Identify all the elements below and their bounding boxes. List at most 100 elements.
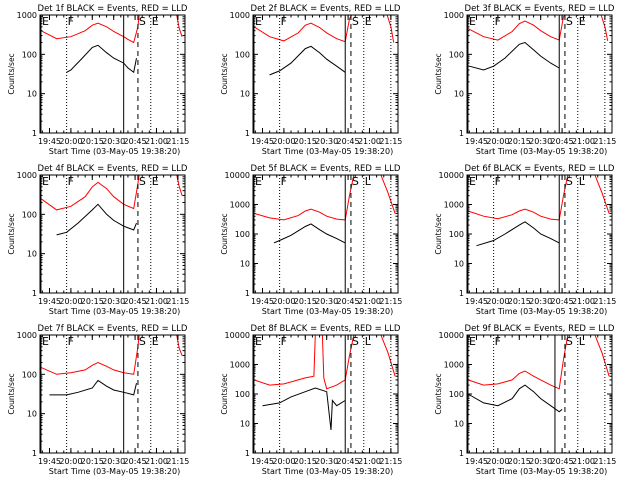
x-axis-label: Start Time (03-May-05 19:38:20)	[262, 147, 393, 156]
lld-series-line	[467, 175, 569, 221]
y-tick-label: 1	[32, 289, 37, 298]
events-series-line	[262, 387, 346, 431]
detector-panel: E F S E110100100019:4520:0020:1520:3020:452…	[7, 324, 189, 476]
plot-frame	[39, 334, 186, 454]
lld-series-line	[176, 175, 183, 196]
vertical-marker-label: S	[352, 175, 359, 188]
vertical-marker-label: E	[255, 15, 262, 28]
x-tick-label: 20:00	[486, 137, 509, 146]
lld-series-line	[594, 175, 610, 214]
detector-panel: E F S L11010010001000019:4520:0020:1520:302…	[220, 324, 402, 476]
panel-title: Det 2f BLACK = Events, RED = LLD	[251, 4, 401, 14]
vertical-marker-label: F	[68, 335, 74, 348]
lld-series-line	[600, 15, 609, 41]
y-axis-label: Counts/sec	[434, 213, 443, 254]
vertical-marker-label: F	[495, 335, 501, 348]
x-tick-label: 20:00	[59, 297, 82, 306]
vertical-marker-label: S	[139, 15, 146, 28]
y-tick-label: 1	[32, 449, 37, 458]
y-tick-label: 100	[235, 50, 250, 59]
lld-series-line	[176, 15, 183, 37]
y-tick-label: 1000	[444, 201, 464, 210]
vertical-marker-label: S	[566, 175, 573, 188]
y-tick-label: 1000	[230, 201, 250, 210]
x-tick-label: 21:00	[145, 457, 168, 466]
events-series-line	[476, 221, 560, 247]
vertical-marker-label: S	[139, 335, 146, 348]
vertical-marker-label: E	[152, 335, 159, 348]
y-axis-label: Counts/sec	[7, 373, 16, 414]
lld-series-line	[467, 15, 566, 41]
x-tick-label: 20:15	[81, 137, 104, 146]
x-tick-label: 20:45	[551, 137, 574, 146]
x-tick-label: 21:00	[572, 457, 595, 466]
x-tick-label: 21:00	[572, 297, 595, 306]
events-series-line	[49, 379, 137, 396]
detector-panel: E F S L11010010001000019:4520:0020:1520:302…	[434, 164, 616, 316]
panel-title: Det 9f BLACK = Events, RED = LLD	[465, 324, 615, 334]
x-axis-label: Start Time (03-May-05 19:38:20)	[262, 307, 393, 316]
plot-frame	[252, 334, 399, 454]
panel-title: Det 8f BLACK = Events, RED = LLD	[251, 324, 401, 334]
vertical-marker-label: L	[365, 335, 372, 348]
x-tick-label: 21:15	[166, 297, 189, 306]
x-tick-label: 19:45	[251, 457, 274, 466]
detector-panel: E F S E110100100019:4520:0020:1520:3020:452…	[220, 4, 402, 156]
x-tick-label: 20:45	[124, 137, 147, 146]
x-tick-label: 20:45	[124, 457, 147, 466]
detector-panel: E F S E110100100019:4520:0020:1520:3020:452…	[7, 4, 189, 156]
x-tick-label: 21:00	[145, 137, 168, 146]
events-series-line	[56, 203, 137, 236]
x-tick-label: 21:00	[358, 457, 381, 466]
x-tick-label: 20:30	[529, 137, 552, 146]
lld-series-line	[176, 335, 183, 356]
x-tick-label: 20:15	[294, 137, 317, 146]
y-tick-label: 100	[449, 230, 464, 239]
vertical-marker-label: F	[281, 335, 287, 348]
x-tick-label: 20:30	[315, 297, 338, 306]
y-tick-label: 100	[235, 390, 250, 399]
y-tick-label: 10	[454, 260, 464, 269]
x-tick-label: 20:00	[59, 457, 82, 466]
panel-title: Det 5f BLACK = Events, RED = LLD	[251, 164, 401, 174]
plot-frame	[39, 14, 186, 134]
x-tick-label: 21:00	[358, 137, 381, 146]
x-tick-label: 19:45	[38, 297, 61, 306]
y-axis-label: Counts/sec	[7, 53, 16, 94]
x-tick-label: 20:45	[124, 297, 147, 306]
y-tick-label: 100	[449, 50, 464, 59]
events-series-line	[467, 384, 563, 413]
y-tick-label: 1	[245, 289, 250, 298]
lld-series-line	[386, 15, 395, 43]
y-tick-label: 10	[240, 420, 250, 429]
x-tick-label: 21:15	[593, 297, 616, 306]
vertical-marker-label: S	[566, 335, 573, 348]
x-tick-label: 20:15	[294, 457, 317, 466]
x-tick-label: 19:45	[465, 457, 488, 466]
events-series-line	[66, 44, 137, 74]
x-tick-label: 20:00	[272, 137, 295, 146]
detector-panel: E F S E110100100019:4520:0020:1520:3020:452…	[7, 164, 189, 316]
x-tick-label: 19:45	[251, 297, 274, 306]
x-axis-label: Start Time (03-May-05 19:38:20)	[49, 467, 180, 476]
plot-frame	[252, 174, 399, 294]
x-tick-label: 21:15	[593, 457, 616, 466]
y-tick-label: 1	[245, 129, 250, 138]
vertical-marker-label: L	[579, 335, 586, 348]
y-tick-label: 1000	[230, 361, 250, 370]
vertical-marker-label: L	[579, 175, 586, 188]
x-tick-label: 20:00	[486, 457, 509, 466]
x-axis-label: Start Time (03-May-05 19:38:20)	[262, 467, 393, 476]
x-tick-label: 21:00	[145, 297, 168, 306]
x-tick-label: 20:00	[272, 297, 295, 306]
y-tick-label: 100	[22, 370, 37, 379]
vertical-marker-label: S	[352, 335, 359, 348]
y-tick-label: 1	[459, 129, 464, 138]
vertical-marker-label: E	[42, 335, 49, 348]
events-series-line	[469, 41, 560, 71]
lld-series-line	[40, 15, 140, 44]
lld-series-line	[380, 175, 396, 214]
panel-title: Det 4f BLACK = Events, RED = LLD	[38, 164, 188, 174]
vertical-marker-label: E	[579, 15, 586, 28]
